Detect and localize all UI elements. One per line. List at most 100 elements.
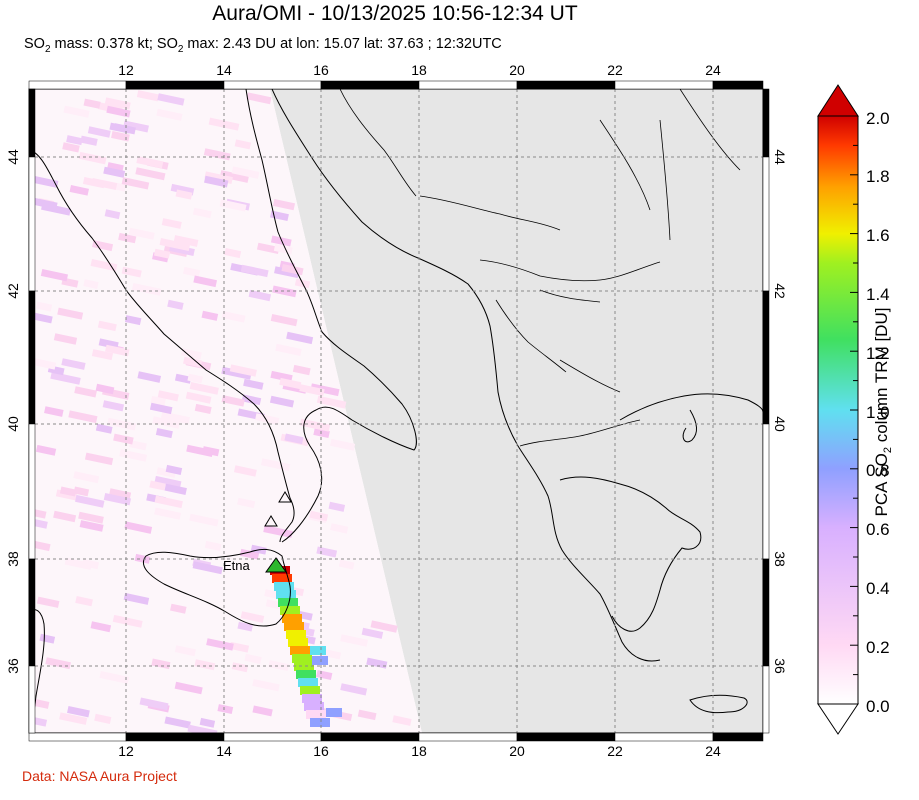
- latitude-labels: 44 42 40 38 36 44 42 40 38 36: [5, 149, 788, 674]
- subtitle-part-1: SO: [24, 36, 45, 52]
- so2-pixel: [44, 406, 64, 417]
- map-border-checks: [28, 80, 770, 742]
- so2-pixel: [229, 364, 257, 377]
- so2-pixel: [201, 310, 219, 321]
- so2-pixel: [53, 510, 77, 523]
- so2-pixel: [119, 449, 148, 462]
- etna-label: Etna: [223, 558, 251, 573]
- so2-pixel: [139, 697, 169, 711]
- so2-pixel: [256, 242, 280, 255]
- so2-pixel: [40, 269, 69, 282]
- so2-pixel: [157, 390, 179, 402]
- so2-pixel: [281, 264, 304, 276]
- so2-pixel: [67, 706, 90, 718]
- colorbar-labels: 2.0 1.8 1.6 1.4 1.2 1.0 0.8 0.6 0.4 0.2 …: [866, 109, 890, 716]
- left-border-segment: [28, 88, 36, 158]
- map-area: Etna: [29, 89, 763, 733]
- top-border-segment: [418, 80, 518, 90]
- so2-pixel: [36, 596, 60, 608]
- left-border-segment: [28, 423, 36, 560]
- so2-pixel: [35, 444, 57, 456]
- top-border-segment: [28, 80, 127, 90]
- so2-pixel: [123, 120, 149, 133]
- so2-pixel: [99, 671, 130, 684]
- so2-pixel: [224, 248, 242, 259]
- so2-pixel: [74, 386, 97, 398]
- so2-pixel: [292, 364, 311, 376]
- so2-pixel: [36, 301, 53, 312]
- so2-pixel: [103, 492, 132, 506]
- so2-pixel: [111, 130, 130, 142]
- so2-pixel: [185, 391, 212, 404]
- so2-pixel: [151, 658, 171, 670]
- so2-pixel: [50, 371, 81, 385]
- so2-pixel: [154, 475, 182, 489]
- so2-pixel: [157, 93, 185, 106]
- so2-pixel: [260, 458, 291, 472]
- lat-left-44: 44: [5, 149, 21, 165]
- so2-pixel: [192, 561, 223, 575]
- so2-pixel: [370, 620, 398, 633]
- so2-pixel: [187, 724, 218, 733]
- so2-pixel: [237, 497, 256, 509]
- chalkidiki-coast: [682, 409, 697, 443]
- bottom-border-segment: [125, 732, 225, 742]
- right-border-segment: [762, 88, 770, 158]
- bottom-border-segment: [418, 732, 518, 742]
- so2-pixel: [246, 92, 272, 105]
- subtitle-part-2: mass: 0.378 kt; SO: [50, 36, 178, 52]
- so2-pixel: [149, 480, 166, 491]
- so2-pixel: [80, 135, 98, 146]
- subtitle-subscript-2: 2: [177, 43, 184, 55]
- graticule: [29, 89, 763, 733]
- so2-pixel: [29, 197, 58, 210]
- cb-label-1-6: 1.6: [866, 226, 890, 245]
- so2-pixel: [102, 400, 125, 412]
- so2-plume-pixel: [310, 718, 330, 727]
- so2-pixel: [63, 105, 90, 118]
- so2-pixel: [161, 218, 182, 229]
- etna-volcano-icon: [265, 557, 287, 573]
- so2-pixel: [240, 264, 269, 278]
- colorbar-tick-marks: [850, 115, 858, 705]
- right-border-segment: [762, 558, 770, 667]
- so2-pixel: [121, 266, 142, 278]
- lon-bottom-12: 12: [118, 743, 134, 759]
- so2-pixel: [219, 170, 249, 183]
- so2-plume-pixel: [306, 710, 326, 719]
- so2-pixel: [231, 662, 249, 673]
- cb-label-0-4: 0.4: [866, 579, 890, 598]
- so2-pixel: [164, 716, 191, 729]
- bottom-border-segment: [712, 732, 764, 742]
- borders: [339, 89, 741, 447]
- aegean-north-coast: [619, 393, 763, 421]
- so2-pixel: [160, 411, 190, 425]
- so2-pixel: [33, 312, 53, 324]
- so2-pixel: [57, 307, 84, 320]
- so2-pixel: [113, 433, 134, 445]
- so2-pixel: [149, 402, 173, 415]
- cb-label-0-6: 0.6: [866, 520, 890, 539]
- so2-pixel: [194, 403, 212, 415]
- lat-left-40: 40: [5, 416, 21, 432]
- so2-pixel: [123, 592, 150, 605]
- top-border-segment: [320, 80, 420, 90]
- so2-pixel: [244, 653, 262, 665]
- so2-pixel: [121, 177, 150, 190]
- so2-pixel: [248, 289, 272, 302]
- so2-pixel: [274, 266, 300, 279]
- so2-pixel: [330, 438, 356, 451]
- so2-pixel: [270, 210, 289, 222]
- so2-pixel: [128, 227, 155, 240]
- left-border-segment: [28, 665, 36, 734]
- so2-pixel: [154, 507, 182, 520]
- so2-plume-pixel: [272, 574, 292, 583]
- colorbar-title-subscript: 2: [882, 447, 895, 454]
- so2-plume-pixel: [284, 622, 304, 631]
- lat-left-38: 38: [5, 551, 21, 567]
- cb-label-1-0: 1.0: [866, 403, 890, 422]
- lon-bottom-24: 24: [705, 743, 721, 759]
- so2-pixel: [131, 283, 162, 296]
- lat-right-40: 40: [772, 416, 788, 432]
- so2-pixel: [340, 634, 369, 647]
